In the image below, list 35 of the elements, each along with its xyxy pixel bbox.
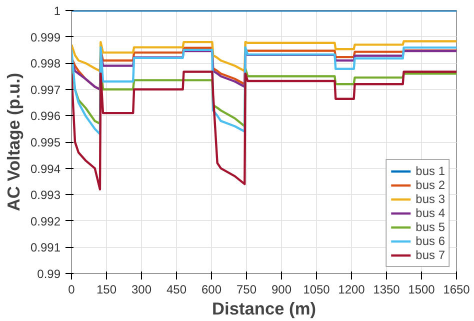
x-tick-label: 450 <box>166 282 187 296</box>
legend-label: bus 2 <box>416 178 445 192</box>
y-tick-label: 0.99 <box>37 267 61 281</box>
legend-label: bus 3 <box>416 192 445 206</box>
x-tick-label: 150 <box>96 282 117 296</box>
y-tick-label: 0.998 <box>30 56 61 71</box>
line-series <box>72 70 456 190</box>
x-tick-label: 1650 <box>443 282 470 296</box>
x-tick-label: 1350 <box>373 282 400 296</box>
legend-label: bus 4 <box>416 206 445 220</box>
y-tick-label: 0.992 <box>30 214 61 228</box>
x-tick-label: 1500 <box>408 282 436 296</box>
y-tick-label: 0.996 <box>30 109 61 124</box>
y-tick-label: 0.991 <box>30 240 61 255</box>
y-tick-label: 0.994 <box>30 162 61 176</box>
x-tick-label: 1200 <box>338 282 366 296</box>
x-tick-label: 1050 <box>303 282 330 296</box>
y-tick-label: 0.999 <box>30 30 61 44</box>
legend-label: bus 1 <box>416 164 445 178</box>
x-tick-label: 0 <box>68 282 76 296</box>
x-axis-title: Distance (m) <box>212 298 316 318</box>
y-tick-label: 0.993 <box>30 188 61 202</box>
y-tick-label: 0.995 <box>30 136 61 150</box>
x-tick-label: 300 <box>131 282 152 296</box>
legend-label: bus 6 <box>416 234 445 248</box>
y-axis-title: AC Voltage (p.u.) <box>3 72 24 212</box>
legend-label: bus 5 <box>416 220 445 234</box>
x-tick-label: 600 <box>201 282 222 296</box>
y-tick-label: 0.997 <box>30 82 61 97</box>
line-series <box>72 46 456 136</box>
line-series <box>72 40 456 72</box>
x-tick-label: 750 <box>236 282 257 296</box>
x-tick-label: 900 <box>271 282 292 296</box>
legend-label: bus 7 <box>416 248 445 262</box>
y-tick-label: 1 <box>54 4 61 18</box>
